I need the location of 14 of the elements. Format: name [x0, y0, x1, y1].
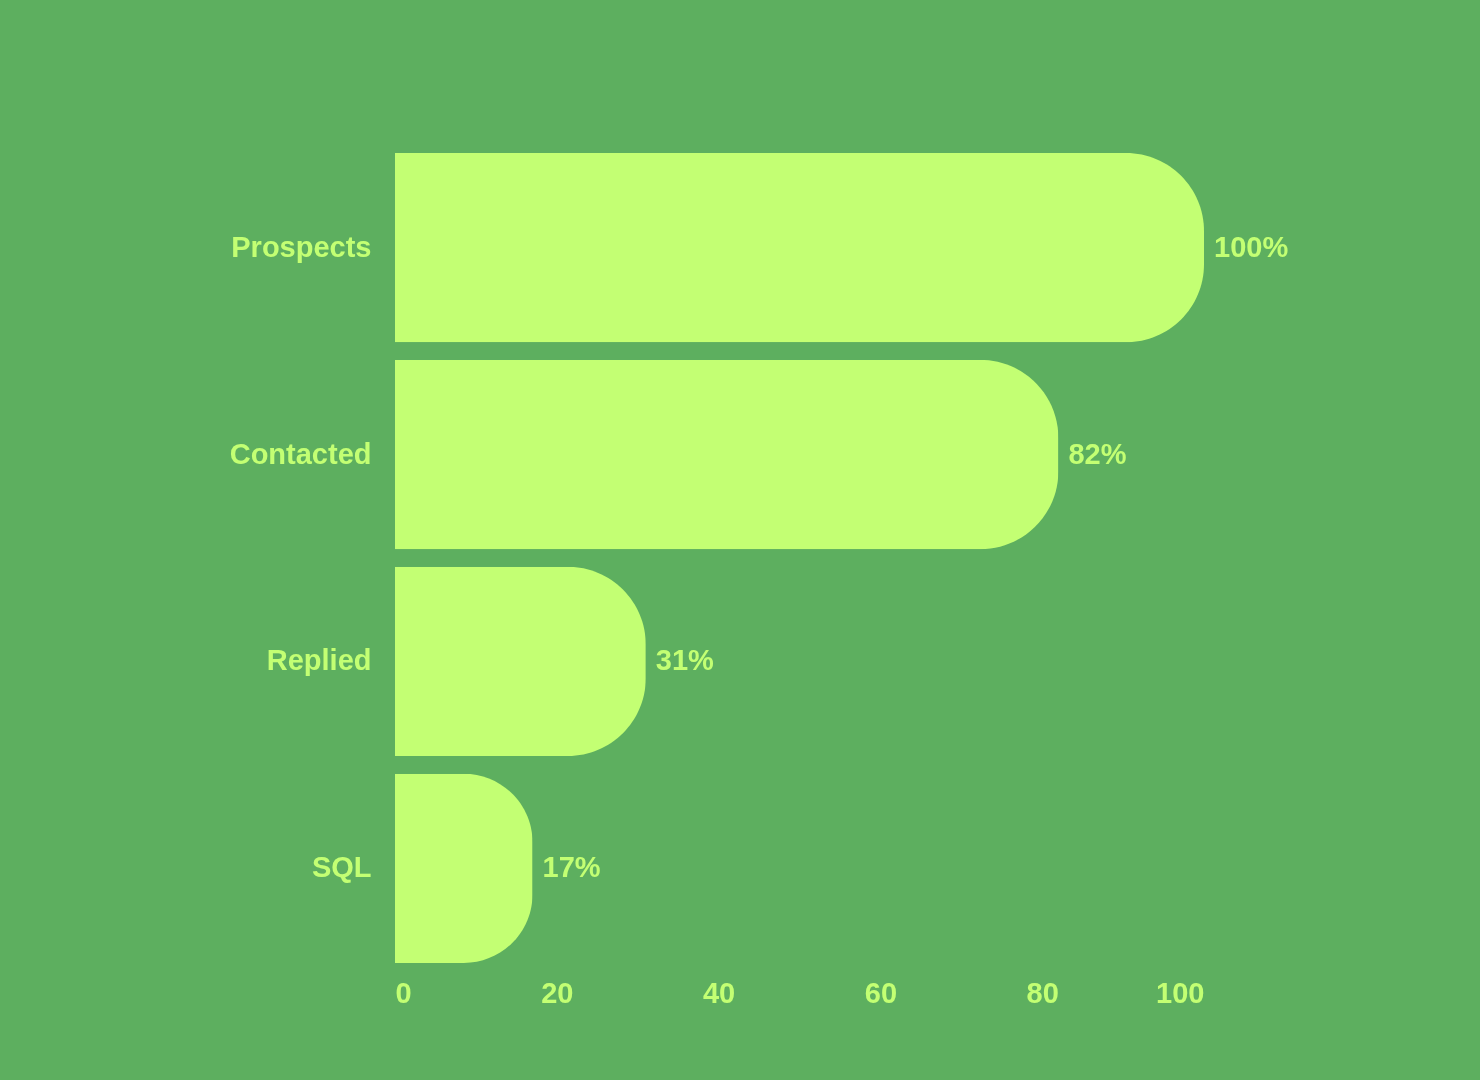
x-tick-label: 60 [864, 976, 898, 1009]
data-label: 17% [542, 851, 601, 884]
data-label: 100% [1214, 230, 1289, 263]
y-tick-label: Contacted [229, 437, 372, 470]
y-tick-label: Replied [266, 644, 372, 677]
data-label: 82% [1068, 437, 1127, 470]
x-tick-label: 20 [541, 976, 574, 1009]
x-tick-label: 40 [702, 976, 736, 1009]
x-tick-label: 80 [1026, 976, 1059, 1009]
x-tick-label: 100 [1156, 976, 1205, 1009]
y-tick-label: SQL [311, 851, 372, 884]
y-tick-label: Prospects [231, 230, 372, 263]
x-tick-label: 0 [395, 976, 412, 1009]
data-label: 31% [655, 644, 715, 677]
